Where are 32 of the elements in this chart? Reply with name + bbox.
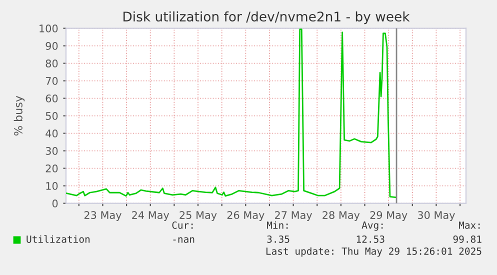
y-axis-title: % busy bbox=[14, 96, 25, 136]
x-tick-label: 30 May bbox=[418, 211, 455, 222]
y-tick-label: 20 bbox=[46, 164, 58, 172]
text: Last update: Thu May 29 15:26:01 2025 bbox=[266, 247, 482, 257]
y-tick-label: 90 bbox=[46, 42, 58, 50]
x-tick-label: 29 May bbox=[370, 211, 408, 222]
text: Cur: bbox=[172, 221, 193, 229]
x-tick-label: 26 May bbox=[227, 211, 264, 222]
text: Max: bbox=[458, 222, 480, 229]
x-tick-label: 28 May bbox=[322, 211, 360, 222]
text: -nan bbox=[173, 237, 194, 243]
y-tick-label: 0 bbox=[52, 200, 58, 208]
y-tick-label: 50 bbox=[46, 112, 58, 120]
x-tick-label: 24 May bbox=[132, 211, 170, 222]
text: Avg: bbox=[362, 222, 383, 231]
y-tick-label: 60 bbox=[46, 94, 58, 102]
legend-label: Utilization bbox=[26, 235, 90, 243]
text: 3.35 bbox=[267, 235, 290, 243]
x-tick-label: 27 May bbox=[275, 211, 312, 222]
y-tick-label: 40 bbox=[46, 130, 58, 138]
text: Min: bbox=[266, 221, 288, 229]
y-tick-label: 100 bbox=[40, 24, 58, 32]
x-tick-label: 23 May bbox=[84, 211, 122, 222]
line-series bbox=[66, 28, 397, 198]
y-tick-label: 70 bbox=[46, 77, 58, 85]
y-tick-label: 30 bbox=[46, 147, 58, 155]
y-tick-label: 80 bbox=[46, 60, 58, 68]
chart-title: Disk utilization for /dev/nvme2n1 - by week bbox=[124, 11, 410, 24]
y-tick-label: 10 bbox=[46, 182, 58, 190]
text: 99.81 bbox=[453, 235, 482, 243]
x-tick-label: 25 May bbox=[180, 211, 217, 222]
text: 12.53 bbox=[356, 235, 384, 243]
